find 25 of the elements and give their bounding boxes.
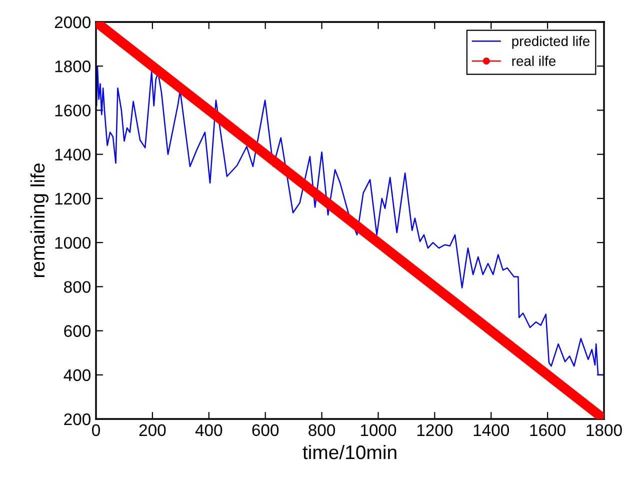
y-tick-label: 1800 xyxy=(55,60,90,72)
y-tick-label: 1600 xyxy=(55,104,90,116)
legend-label: real ilfe xyxy=(512,56,556,66)
y-tick-label: 200 xyxy=(64,413,90,426)
x-tick-label: 0 xyxy=(92,424,100,436)
y-tick-label: 800 xyxy=(64,281,90,293)
x-tick-label: 600 xyxy=(252,424,279,436)
y-tick-label: 1000 xyxy=(55,236,90,249)
y-axis-title: remaining life xyxy=(30,164,49,278)
x-tick-label: 1800 xyxy=(586,424,622,436)
x-tick-label: 1400 xyxy=(474,424,509,436)
legend-label: predicted life xyxy=(512,36,590,49)
x-tick-label: 200 xyxy=(139,424,166,436)
y-tick-label: 600 xyxy=(64,325,90,337)
x-tick-label: 1600 xyxy=(530,424,566,436)
y-tick-label: 2000 xyxy=(54,16,90,28)
y-tick-label: 1400 xyxy=(55,148,90,161)
x-axis-title: time/10min xyxy=(302,444,396,460)
x-tick-label: 400 xyxy=(195,424,222,436)
y-tick-label: 1200 xyxy=(55,192,90,205)
x-tick-label: 1000 xyxy=(360,424,396,436)
x-tick-label: 1200 xyxy=(417,424,453,436)
y-tick-label: 400 xyxy=(64,369,90,382)
line-series xyxy=(96,65,604,376)
x-tick-label: 800 xyxy=(308,424,336,436)
